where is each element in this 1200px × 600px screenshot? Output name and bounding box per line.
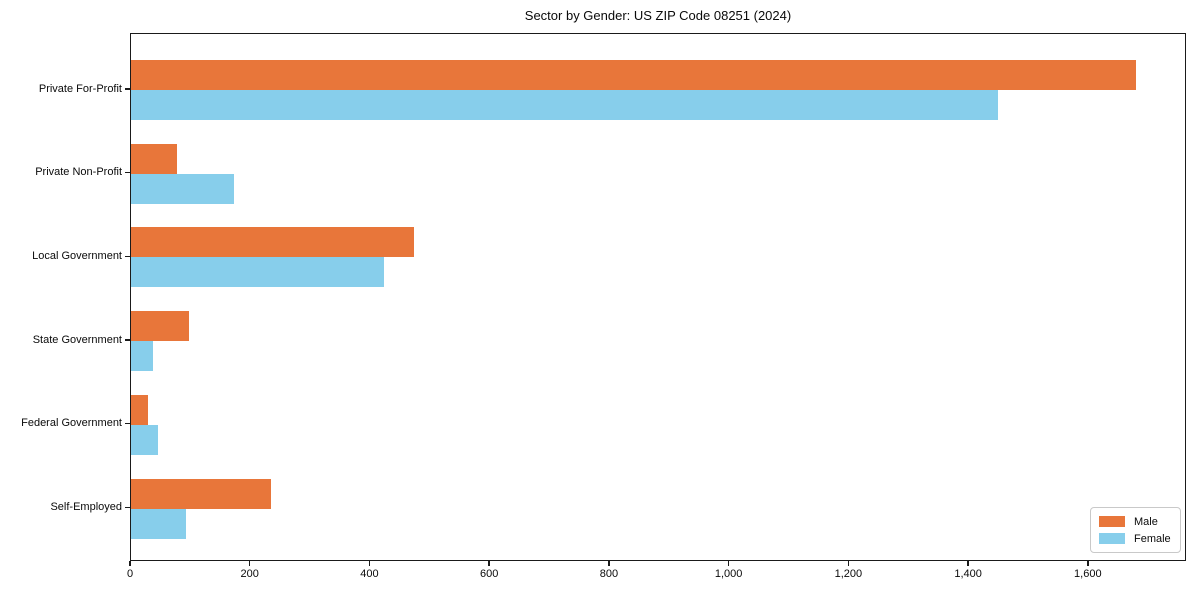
x-tick-mark-1 bbox=[249, 561, 251, 566]
y-tick-mark-2 bbox=[125, 255, 130, 258]
bar-female-4 bbox=[131, 424, 158, 455]
bar-female-0 bbox=[131, 90, 999, 120]
y-tick-label-1: Private Non-Profit bbox=[35, 166, 122, 179]
x-tick-label-0: 0 bbox=[126, 568, 134, 580]
bar-female-5 bbox=[131, 508, 187, 539]
x-tick-mark-5 bbox=[727, 561, 730, 566]
bar-male-3 bbox=[131, 311, 189, 342]
x-tick-label-8: 1,600 bbox=[1074, 568, 1102, 580]
x-tick-mark-6 bbox=[847, 561, 850, 566]
bar-male-1 bbox=[131, 143, 177, 174]
y-tick-mark-5 bbox=[125, 506, 130, 509]
y-tick-label-4: Federal Government bbox=[21, 417, 122, 430]
chart-title: Sector by Gender: US ZIP Code 08251 (202… bbox=[524, 8, 792, 23]
bar-male-4 bbox=[131, 394, 148, 425]
x-tick-mark-0 bbox=[129, 561, 131, 566]
y-tick-mark-3 bbox=[125, 339, 130, 341]
y-tick-label-3: State Government bbox=[32, 333, 122, 346]
bar-female-3 bbox=[131, 341, 154, 372]
bar-female-1 bbox=[131, 173, 234, 204]
x-tick-label-4: 800 bbox=[599, 568, 619, 580]
y-tick-mark-4 bbox=[125, 423, 130, 425]
x-tick-label-7: 1,400 bbox=[954, 568, 982, 580]
x-tick-label-1: 200 bbox=[240, 568, 259, 580]
plot-area bbox=[130, 33, 1186, 561]
legend-label-male: Male bbox=[1134, 515, 1158, 528]
bar-female-2 bbox=[131, 257, 384, 288]
legend-item-male: Male bbox=[1099, 516, 1172, 528]
legend-item-female: Female bbox=[1099, 533, 1172, 545]
y-tick-label-2: Local Government bbox=[32, 249, 122, 262]
male-color-swatch bbox=[1099, 516, 1125, 527]
y-tick-mark-1 bbox=[125, 172, 130, 174]
bar-male-2 bbox=[131, 227, 415, 258]
female-color-swatch bbox=[1099, 533, 1125, 544]
y-tick-mark-0 bbox=[125, 88, 130, 90]
x-tick-mark-8 bbox=[1087, 561, 1089, 566]
y-tick-label-0: Private For-Profit bbox=[38, 82, 122, 95]
x-tick-label-3: 600 bbox=[479, 568, 499, 580]
x-tick-mark-7 bbox=[967, 561, 969, 566]
x-tick-label-2: 400 bbox=[360, 568, 379, 580]
bar-male-5 bbox=[131, 478, 271, 509]
legend: Male Female bbox=[1090, 507, 1181, 553]
y-tick-label-5: Self-Employed bbox=[50, 501, 122, 513]
x-tick-mark-3 bbox=[488, 561, 490, 566]
x-tick-label-5: 1,000 bbox=[714, 568, 743, 580]
bar-male-0 bbox=[131, 60, 1136, 90]
legend-label-female: Female bbox=[1134, 532, 1171, 545]
x-tick-label-6: 1,200 bbox=[834, 568, 863, 580]
x-tick-mark-2 bbox=[368, 561, 371, 566]
x-tick-mark-4 bbox=[608, 561, 610, 566]
